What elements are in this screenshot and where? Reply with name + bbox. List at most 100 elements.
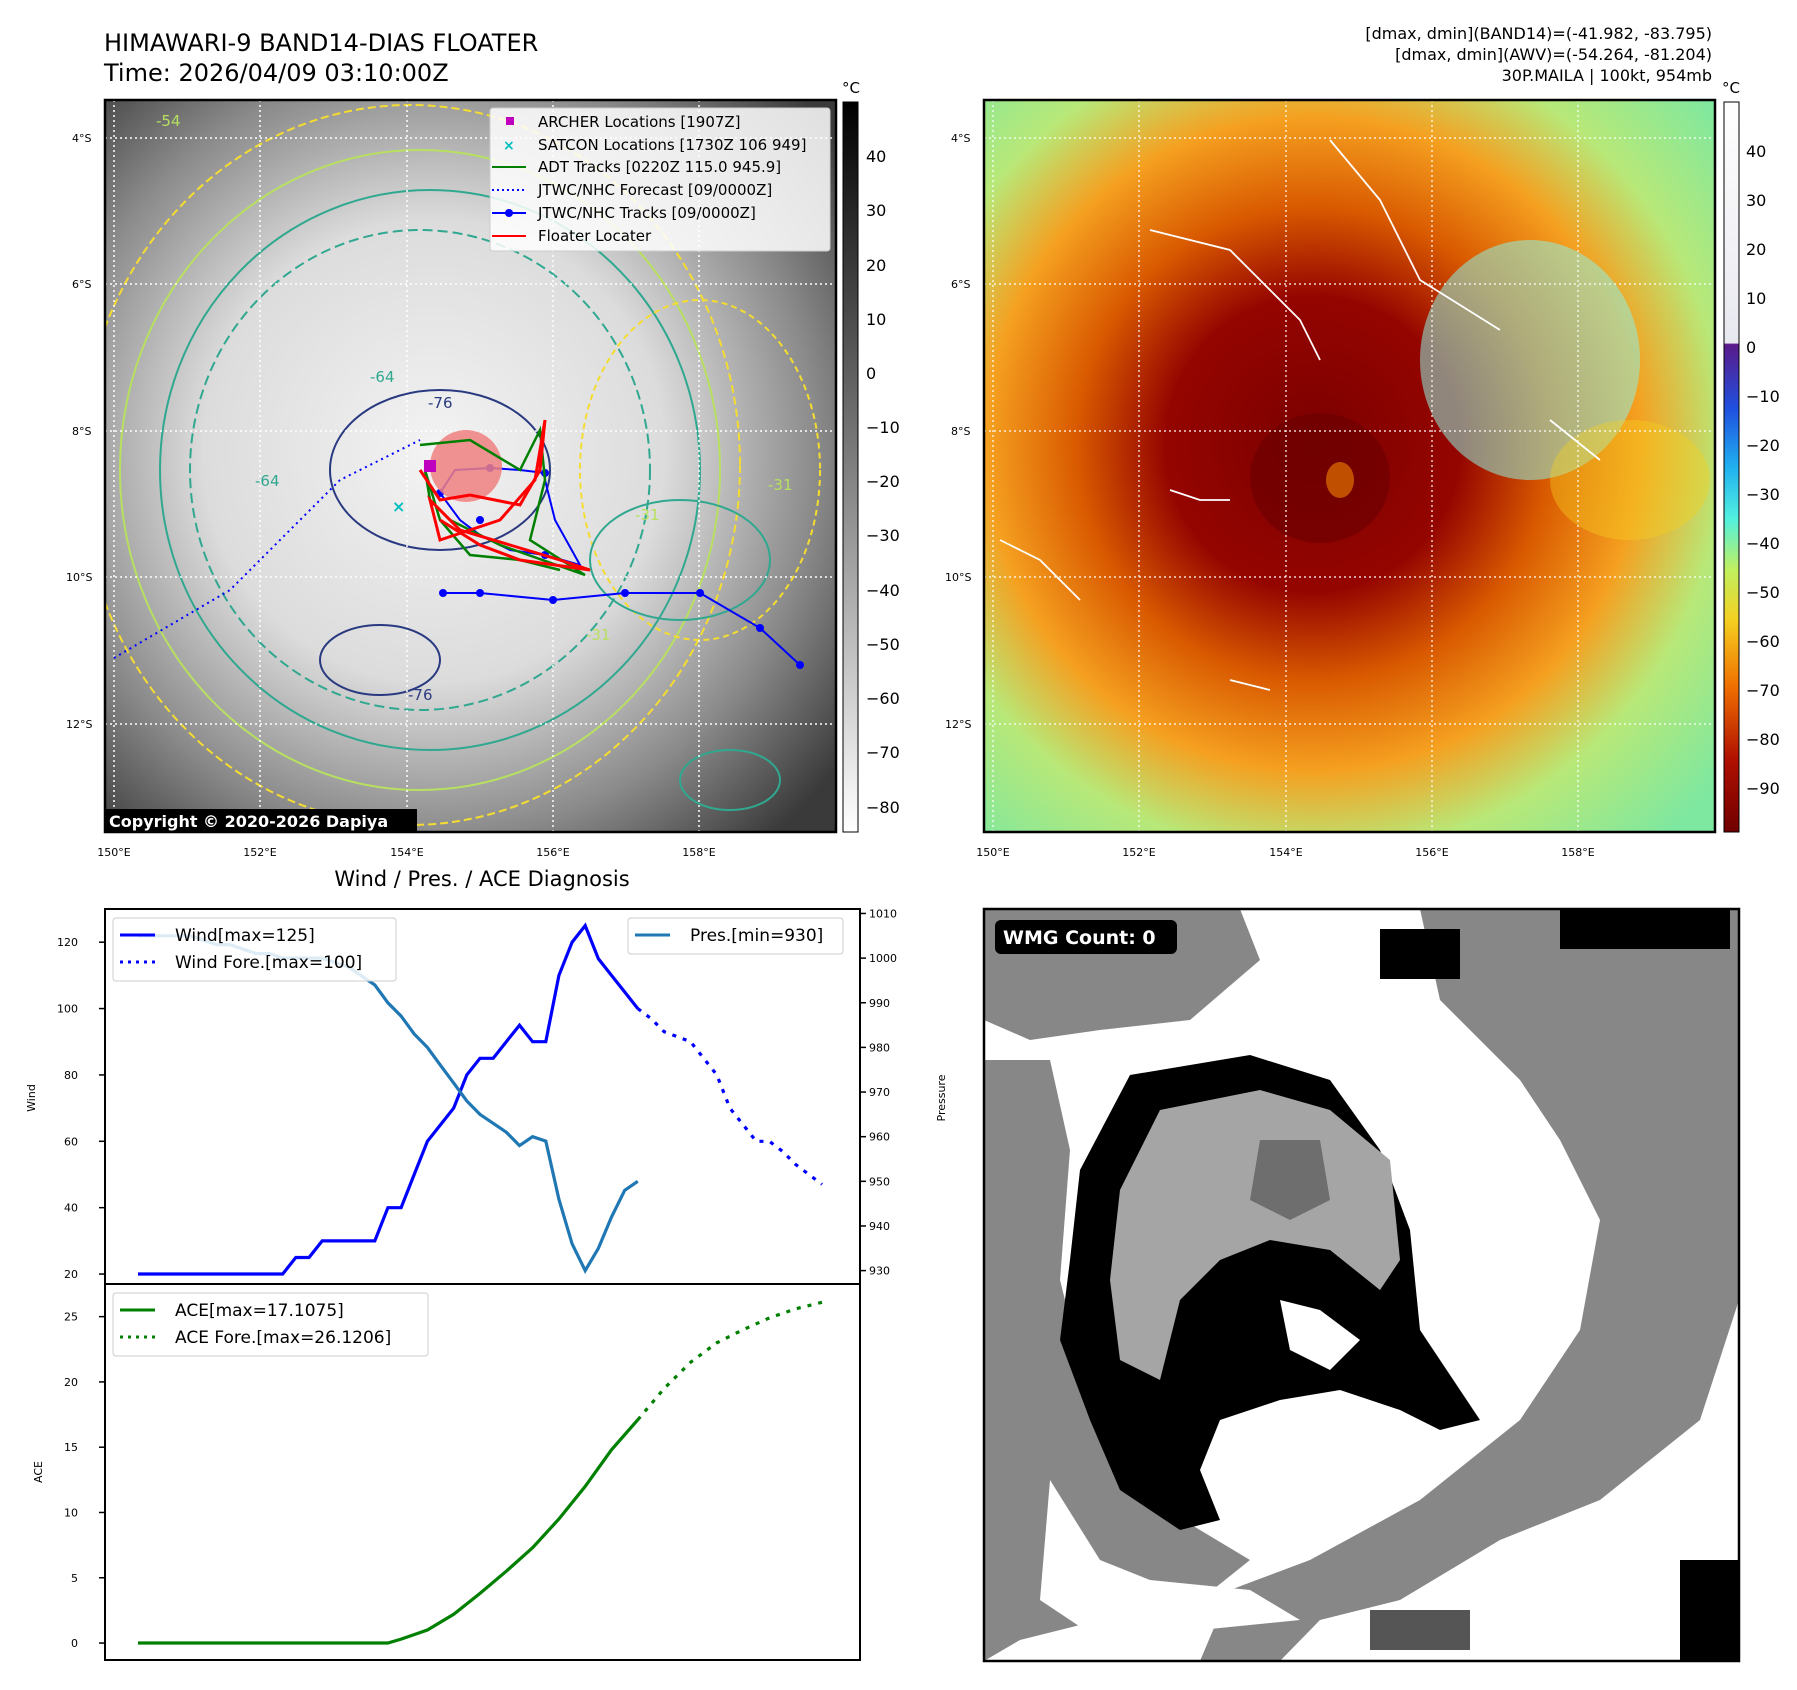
legend-item: JTWC/NHC Forecast [09/0000Z]	[537, 181, 772, 199]
wv-cbar-tick: 30	[1746, 191, 1766, 210]
wv-cbar-tick: −30	[1746, 485, 1780, 504]
y2-tick-label: 980	[869, 1041, 890, 1054]
legend-item: ADT Tracks [0220Z 115.0 945.9]	[538, 158, 781, 176]
adt-track	[419, 425, 586, 577]
lat-label: 8°S	[72, 425, 91, 438]
y2-tick-label: 930	[869, 1265, 890, 1278]
y2-tick-label: 940	[869, 1220, 890, 1233]
legend-wind-fore: Wind Fore.[max=100]	[175, 953, 362, 973]
ir-cbar-tick: 0	[866, 364, 876, 383]
ir-colorbar-ticks: 40 30 20 10 0 −10 −20 −30 −40 −50 −60 −7…	[866, 147, 900, 817]
info-awv: [dmax, dmin](AWV)=(-54.264, -81.204)	[1395, 45, 1712, 64]
y-tick-label: 20	[64, 1268, 78, 1281]
wv-cbar-tick: −10	[1746, 387, 1780, 406]
ir-cbar-tick: −60	[866, 689, 900, 708]
lat-label: 12°S	[945, 718, 971, 731]
y-tick-label: 80	[64, 1069, 78, 1082]
ir-cbar-tick: −20	[866, 472, 900, 491]
wv-cbar-tick: 10	[1746, 289, 1766, 308]
y2-tick-label: 1010	[869, 907, 897, 920]
wv-cbar-tick: 0	[1746, 338, 1756, 357]
ir-cbar-tick: −70	[866, 743, 900, 762]
wind-pressure-chart: 20 40 60 80 100 120 930 940 950 960 970 980 990 1000…	[25, 907, 948, 1285]
figure-time: Time: 2026/04/09 03:10:00Z	[103, 59, 449, 87]
ir-cbar-tick: 30	[866, 201, 886, 220]
wmg-count-box	[995, 920, 1177, 954]
wv-lat-labels: 4°S 6°S 8°S 10°S 12°S	[945, 132, 971, 731]
wv-colorbar: °C 40 30 20 10 0 −10 −20 −30 −40 −50 −60…	[1722, 79, 1780, 833]
wv-cbar-tick: −70	[1746, 681, 1780, 700]
wv-gridlines	[984, 100, 1715, 832]
contour-label: -64	[370, 368, 395, 386]
lon-label: 152°E	[243, 846, 276, 859]
wv-moist-region	[1420, 240, 1640, 480]
wind-legend: Wind[max=125] Wind Fore.[max=100]	[112, 917, 397, 982]
wmg-inner-region	[1110, 1090, 1400, 1380]
lon-label: 150°E	[97, 846, 130, 859]
y-tick-label: 60	[64, 1135, 78, 1148]
y2-tick-label: 960	[869, 1131, 890, 1144]
wv-colorbar-ticks: 40 30 20 10 0 −10 −20 −30 −40 −50 −60 −7…	[1746, 142, 1780, 798]
ir-cbar-tick: −10	[866, 418, 900, 437]
ir-legend: ARCHER Locations [1907Z] × SATCON Locati…	[489, 107, 831, 252]
lon-label: 158°E	[682, 846, 715, 859]
lat-label: 4°S	[951, 132, 970, 145]
wv-coastlines	[999, 139, 1601, 691]
satcon-location: ×	[392, 497, 405, 516]
wv-lon-labels: 150°E 152°E 154°E 156°E 158°E	[976, 846, 1594, 859]
contour-label: -76	[428, 394, 453, 412]
wmg-panel: WMG Count: 0	[982, 907, 1741, 1663]
legend-item: Floater Locater	[538, 227, 652, 245]
lon-label: 150°E	[976, 846, 1009, 859]
wv-cbar-tick: −80	[1746, 730, 1780, 749]
wv-cbar-tick: −90	[1746, 779, 1780, 798]
wv-cbar-tick: −60	[1746, 632, 1780, 651]
ir-map-panel: -54 -64 -76 -64 -76 -31 -31 -31 ×	[66, 98, 838, 859]
ace-legend: ACE[max=17.1075] ACE Fore.[max=26.1206]	[112, 1292, 429, 1357]
diag-title: Wind / Pres. / ACE Diagnosis	[334, 867, 629, 891]
contour-label: -31	[635, 506, 660, 524]
y-tick-label: 120	[57, 936, 78, 949]
wv-cbar-tick: 40	[1746, 142, 1766, 161]
y-tick-label: 10	[64, 1506, 78, 1519]
lat-label: 4°S	[72, 132, 91, 145]
lat-label: 6°S	[72, 278, 91, 291]
pressure-ylabel: Pressure	[935, 1074, 948, 1121]
info-band14: [dmax, dmin](BAND14)=(-41.982, -83.795)	[1365, 24, 1712, 43]
series-line	[138, 1418, 640, 1645]
legend-item: ARCHER Locations [1907Z]	[538, 113, 741, 131]
pressure-legend: Pres.[min=930]	[627, 917, 844, 955]
wv-map-panel: 4°S 6°S 8°S 10°S 12°S 150°E 152°E 154°E …	[945, 98, 1717, 859]
y2-tick-label: 970	[869, 1086, 890, 1099]
ir-colorbar-unit: °C	[842, 79, 860, 97]
legend-item: SATCON Locations [1730Z 106 949]	[538, 136, 806, 154]
wv-colorbar-unit: °C	[1722, 79, 1740, 97]
lon-label: 158°E	[1561, 846, 1594, 859]
wv-cbar-tick: −50	[1746, 583, 1780, 602]
ir-cbar-tick: −80	[866, 798, 900, 817]
series-line	[138, 922, 640, 1276]
pressure-axis-ticks: 930 940 950 960 970 980 990 1000 1010	[860, 907, 897, 1278]
wv-eye	[1326, 462, 1354, 498]
ir-cbar-tick: −40	[866, 581, 900, 600]
wind-axis-ticks: 20 40 60 80 100 120	[57, 936, 105, 1281]
series-line	[636, 1300, 823, 1421]
ir-lat-labels: 4°S 6°S 8°S 10°S 12°S	[66, 132, 92, 731]
ace-axis-ticks: 0 5 10 15 20 25	[64, 1311, 105, 1650]
contour-label: -76	[408, 686, 433, 704]
info-storm: 30P.MAILA | 100kt, 954mb	[1502, 66, 1712, 85]
ir-lon-labels: 150°E 152°E 154°E 156°E 158°E	[97, 846, 715, 859]
y-tick-label: 5	[71, 1572, 78, 1585]
jtwc-forecast-track	[113, 439, 421, 659]
wmg-count: WMG Count: 0	[1003, 927, 1156, 949]
ace-chart: 0 5 10 15 20 25 ACE ACE[max=17.1075] ACE Fore…	[32, 1283, 861, 1661]
y-tick-label: 0	[71, 1637, 78, 1650]
lat-label: 8°S	[951, 425, 970, 438]
legend-satcon-icon: ×	[503, 138, 515, 154]
ir-cbar-tick: −50	[866, 635, 900, 654]
wv-cbar-tick: 20	[1746, 240, 1766, 259]
contour-label: -31	[768, 476, 793, 494]
y-tick-label: 25	[64, 1311, 78, 1324]
ir-contour-labels: -54 -64 -76 -64 -76 -31 -31 -31	[156, 112, 793, 704]
ir-tracks: ×	[113, 419, 804, 669]
